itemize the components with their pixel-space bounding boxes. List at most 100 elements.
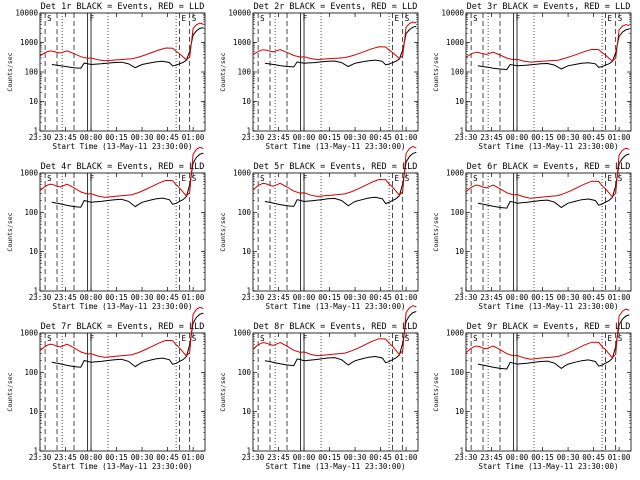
x-axis-label: Start Time (13-May-11 23:30:00) — [53, 302, 193, 311]
y-tick-label: 1000 — [20, 329, 39, 338]
y-tick-label: 1 — [459, 127, 464, 136]
marker-label: S — [47, 174, 52, 183]
x-tick-label: 00:45 — [369, 133, 392, 142]
y-tick-label: 10 — [242, 247, 252, 256]
y-axis-label: Counts/sec — [6, 52, 14, 91]
x-tick-label: 00:45 — [369, 293, 392, 302]
marker-label: S — [192, 334, 197, 343]
y-tick-label: 100 — [450, 208, 464, 217]
x-axis-label: Start Time (13-May-11 23:30:00) — [53, 462, 193, 471]
x-tick-label: 23:45 — [480, 133, 503, 142]
marker-label: E — [607, 14, 612, 23]
series-events-line — [51, 312, 204, 368]
series-events-line — [264, 311, 417, 367]
y-axis-label: Counts/sec — [432, 212, 440, 251]
series-events-line — [51, 152, 204, 208]
chart-svg: Det 8r BLACK = Events, RED = LLD 1 10 100 10… — [219, 305, 419, 471]
detector-panel-6r: Det 6r BLACK = Events, RED = LLD 1 10 100 10… — [426, 147, 639, 320]
x-tick-label: 00:45 — [582, 453, 605, 462]
x-tick-label: 23:45 — [267, 293, 290, 302]
marker-label: S — [260, 174, 265, 183]
y-tick-label: 100 — [450, 68, 464, 77]
plot-frame — [39, 12, 206, 132]
y-tick-label: 10 — [29, 247, 39, 256]
chart-title: Det 3r BLACK = Events, RED = LLD — [467, 2, 631, 12]
y-tick-label: 10 — [242, 407, 252, 416]
detector-panel-5r: Det 5r BLACK = Events, RED = LLD 1 10 100 10… — [213, 145, 426, 320]
plot-frame — [465, 12, 632, 132]
marker-label: S — [47, 334, 52, 343]
y-tick-label: 1 — [33, 447, 38, 456]
y-axis-label: Counts/sec — [219, 52, 227, 91]
series-events-line — [51, 27, 204, 69]
x-tick-label: 00:00 — [506, 293, 529, 302]
marker-label: F — [516, 174, 521, 183]
marker-label: S — [405, 174, 410, 183]
x-tick-label: 00:30 — [344, 293, 367, 302]
y-tick-label: 10 — [455, 407, 465, 416]
chart-svg: Det 1r BLACK = Events, RED = LLD 1 10 100 10… — [6, 2, 206, 151]
marker-label: E — [394, 14, 399, 23]
y-tick-label: 10000 — [441, 9, 464, 18]
marker-label: S — [260, 14, 265, 23]
x-tick-label: 01:00 — [395, 293, 418, 302]
x-tick-label: 23:30 — [29, 293, 52, 302]
x-tick-label: 00:30 — [131, 133, 154, 142]
series-lld-line — [39, 22, 204, 62]
x-tick-label: 00:30 — [557, 133, 580, 142]
x-tick-label: 00:45 — [156, 293, 179, 302]
x-tick-label: 00:15 — [531, 293, 554, 302]
x-tick-label: 00:30 — [557, 293, 580, 302]
x-axis-label: Start Time (13-May-11 23:30:00) — [266, 142, 406, 151]
x-tick-label: 00:00 — [80, 293, 103, 302]
series-lld-line — [465, 147, 630, 199]
series-lld-line — [252, 21, 417, 61]
chart-title: Det 8r BLACK = Events, RED = LLD — [254, 322, 418, 332]
marker-label: S — [260, 334, 265, 343]
chart-title: Det 1r BLACK = Events, RED = LLD — [41, 2, 205, 12]
y-tick-label: 10 — [455, 97, 465, 106]
y-tick-label: 10 — [29, 97, 39, 106]
x-tick-label: 00:00 — [506, 133, 529, 142]
chart-svg: Det 3r BLACK = Events, RED = LLD 1 10 100 10… — [432, 2, 632, 151]
marker-label: F — [90, 334, 95, 343]
y-tick-label: 100 — [24, 208, 38, 217]
x-tick-label: 23:30 — [455, 293, 478, 302]
x-tick-label: 23:30 — [29, 453, 52, 462]
x-tick-label: 01:00 — [608, 133, 631, 142]
x-tick-label: 23:30 — [29, 133, 52, 142]
x-tick-label: 23:45 — [267, 133, 290, 142]
marker-label: E — [394, 174, 399, 183]
x-tick-label: 00:00 — [80, 133, 103, 142]
marker-label: F — [90, 14, 95, 23]
marker-label: S — [405, 334, 410, 343]
y-tick-label: 1 — [459, 447, 464, 456]
x-tick-label: 00:30 — [131, 453, 154, 462]
series-lld-line — [465, 24, 630, 63]
y-tick-label: 10 — [455, 247, 465, 256]
x-tick-label: 00:15 — [105, 453, 128, 462]
y-tick-label: 100 — [450, 368, 464, 377]
x-tick-label: 23:30 — [242, 453, 265, 462]
x-tick-label: 01:00 — [608, 293, 631, 302]
detector-panel-7r: Det 7r BLACK = Events, RED = LLD 1 10 100 10… — [0, 306, 213, 480]
y-axis-label: Counts/sec — [6, 212, 14, 251]
x-tick-label: 23:30 — [455, 453, 478, 462]
x-tick-label: 00:15 — [318, 293, 341, 302]
x-tick-label: 00:30 — [131, 293, 154, 302]
x-tick-label: 00:45 — [582, 293, 605, 302]
chart-svg: Det 4r BLACK = Events, RED = LLD 1 10 100 10… — [6, 146, 206, 311]
marker-label: S — [192, 14, 197, 23]
marker-label: F — [516, 334, 521, 343]
x-tick-label: 23:45 — [54, 453, 77, 462]
x-tick-label: 00:15 — [105, 133, 128, 142]
x-tick-label: 23:45 — [54, 293, 77, 302]
x-tick-label: 00:30 — [344, 453, 367, 462]
y-tick-label: 1000 — [20, 38, 39, 47]
marker-label: S — [473, 334, 478, 343]
x-tick-label: 00:30 — [344, 133, 367, 142]
y-tick-label: 1 — [246, 447, 251, 456]
chart-svg: Det 2r BLACK = Events, RED = LLD 1 10 100 10… — [219, 2, 419, 151]
marker-label: F — [303, 14, 308, 23]
y-tick-label: 1 — [33, 127, 38, 136]
